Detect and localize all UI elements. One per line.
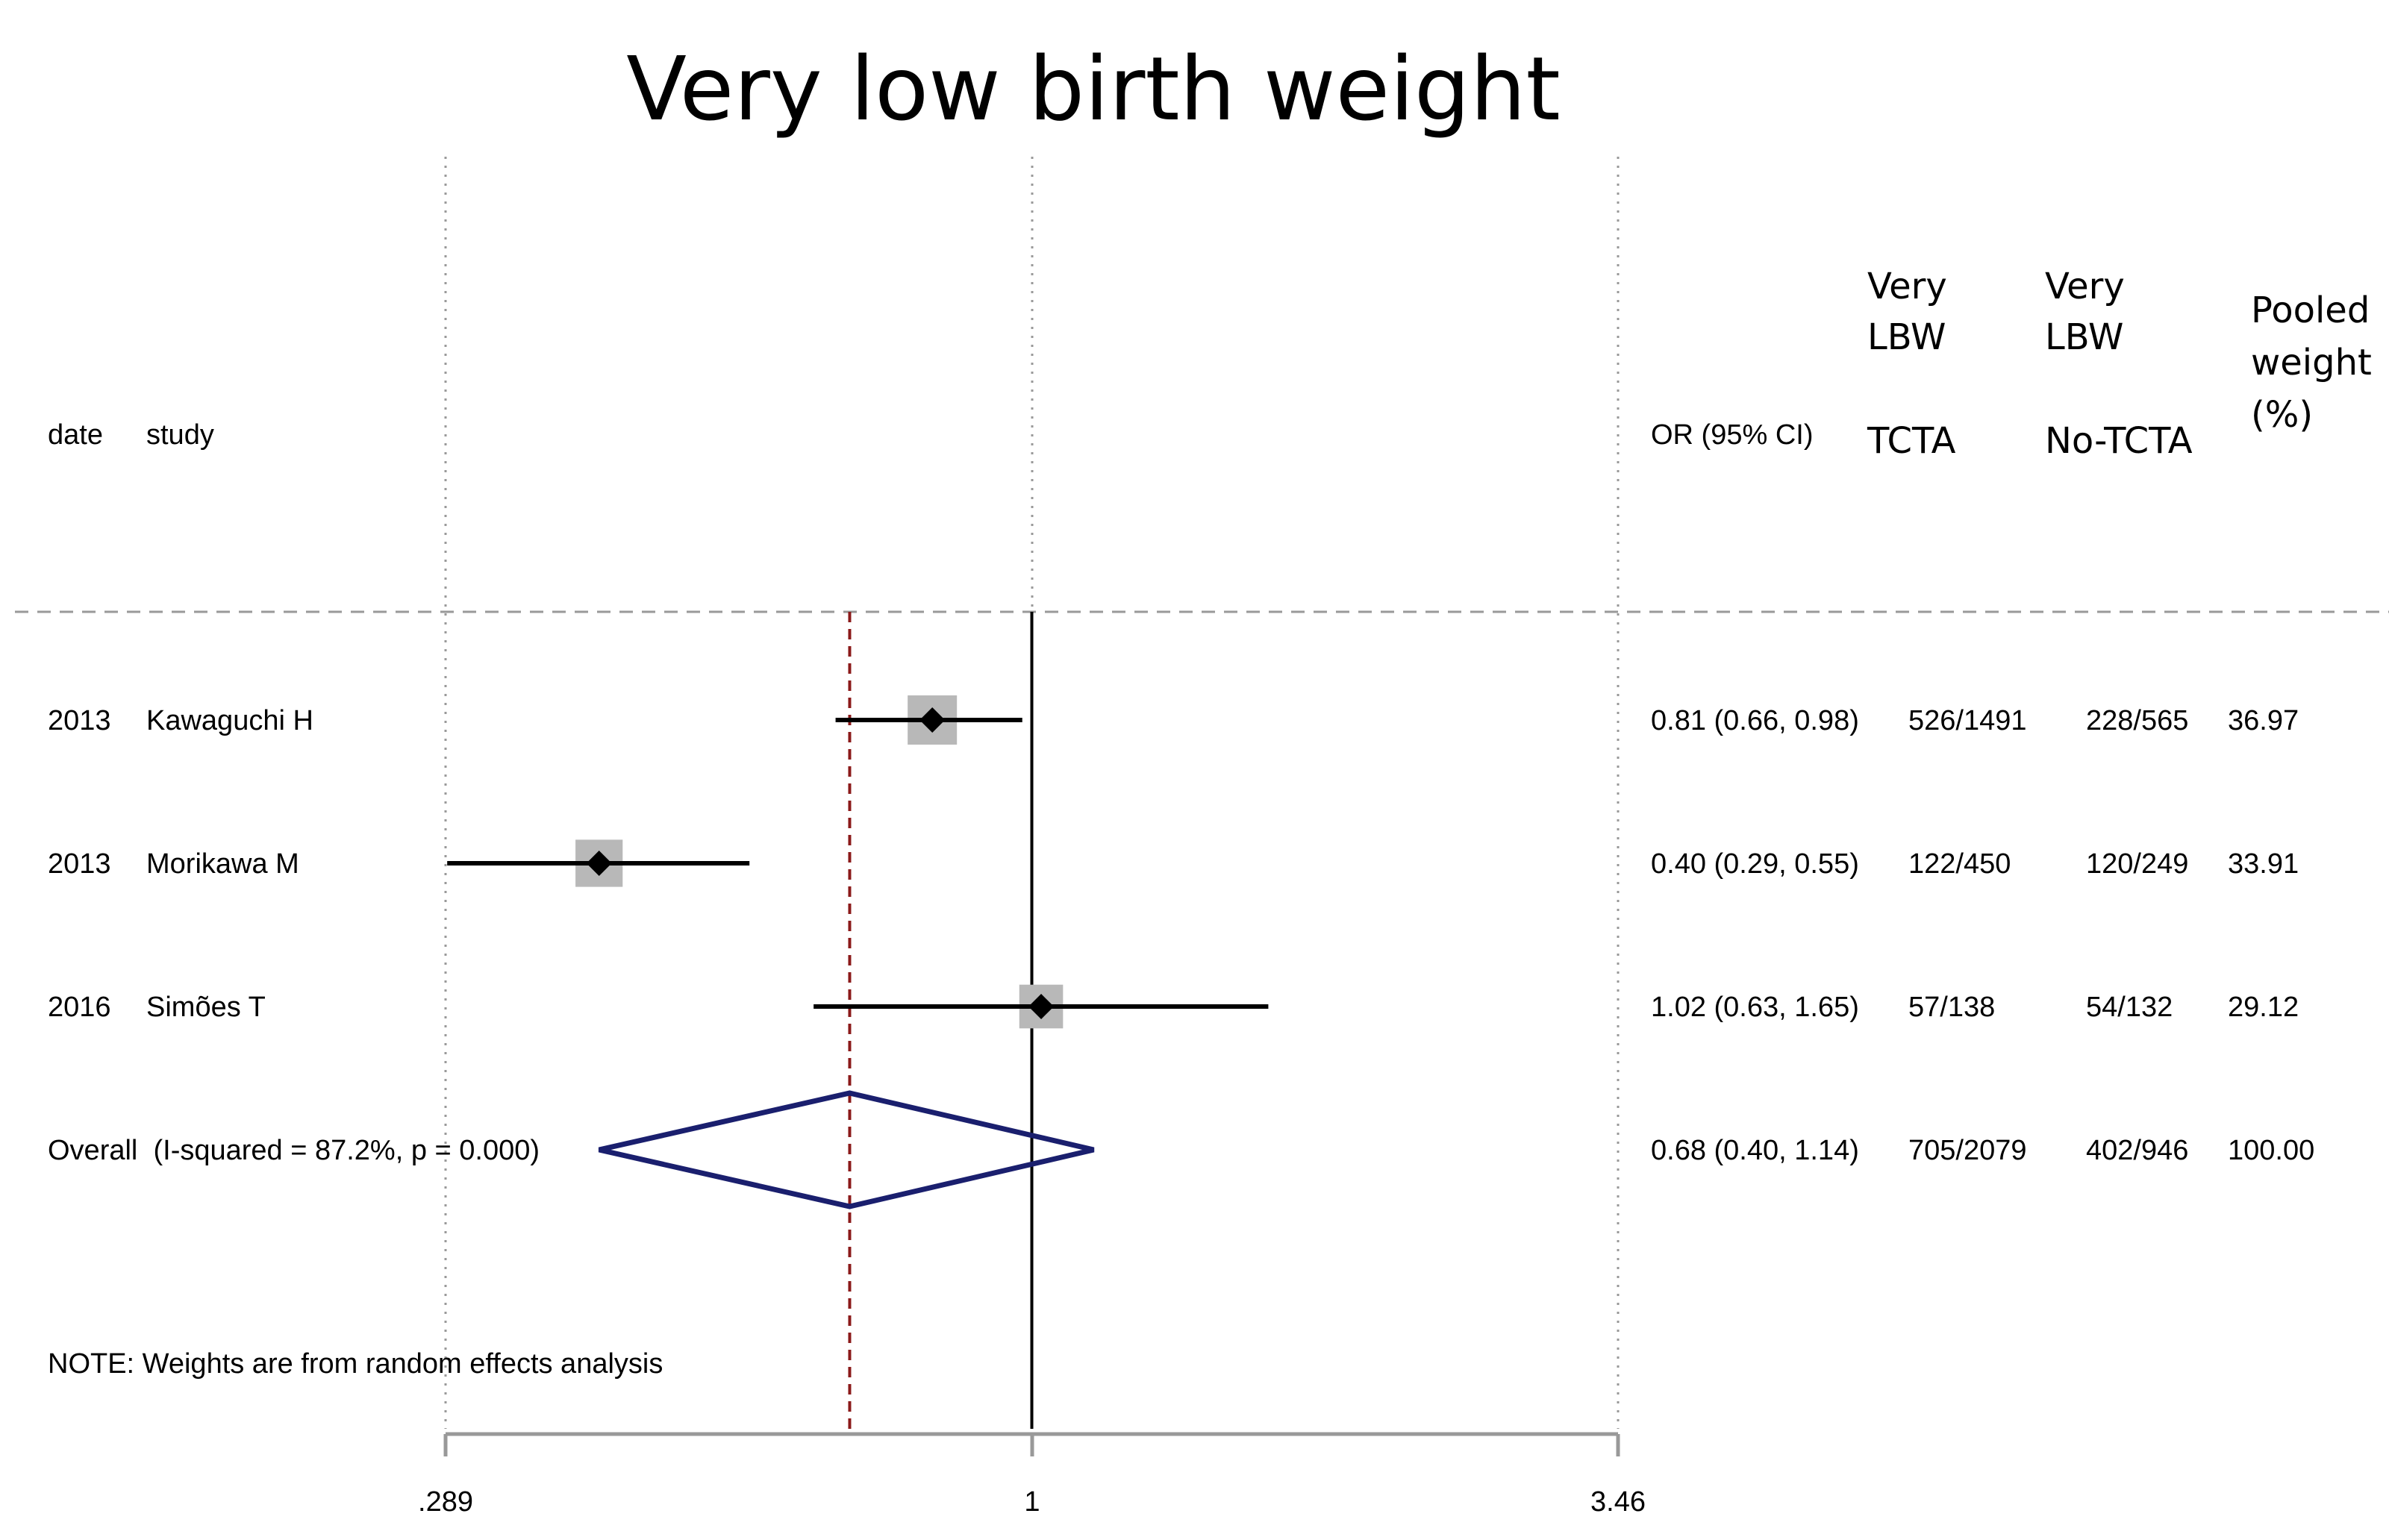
study-weight: 36.97	[2228, 705, 2299, 736]
overall-tcta: 705/2079	[1908, 1135, 2027, 1166]
chart-title: Very low birth weight	[626, 37, 1561, 140]
study-date: 2013	[48, 705, 111, 736]
overall-no-tcta: 402/946	[2086, 1135, 2188, 1166]
x-tick-label: 1	[1024, 1486, 1040, 1518]
x-tick-label: .289	[418, 1486, 473, 1518]
point-estimate-marker	[1028, 994, 1055, 1019]
header-study: study	[146, 419, 214, 451]
overall-diamond	[598, 1090, 1095, 1209]
study-row: 2013 Morikawa M 0.40 (0.29, 0.55) 122/45…	[48, 839, 2299, 887]
header-tcta-line1: Very	[1867, 266, 1947, 307]
header-no-tcta-line1: Very	[2045, 266, 2125, 307]
study-weight: 33.91	[2228, 848, 2299, 880]
study-no-tcta: 120/249	[2086, 848, 2188, 880]
header-weight-line3: (%)	[2251, 394, 2313, 436]
overall-label: Overall (I-squared = 87.2%, p = 0.000)	[48, 1135, 540, 1166]
study-row: 2013 Kawaguchi H 0.81 (0.66, 0.98) 526/1…	[48, 695, 2299, 745]
x-tick-label: 3.46	[1590, 1486, 1646, 1518]
overall-weight: 100.00	[2228, 1135, 2314, 1166]
study-row: 2016 Simões T 1.02 (0.63, 1.65) 57/138 5…	[48, 984, 2299, 1029]
overall-row: Overall (I-squared = 87.2%, p = 0.000) 0…	[48, 1090, 2314, 1209]
study-tcta: 122/450	[1908, 848, 2011, 880]
point-estimate-marker	[919, 707, 946, 733]
point-estimate-marker	[586, 851, 612, 876]
study-no-tcta: 228/565	[2086, 705, 2188, 736]
header-weight-line2: weight	[2251, 342, 2372, 384]
header-or: OR (95% CI)	[1651, 419, 1813, 451]
header-weight-line1: Pooled	[2251, 289, 2370, 331]
study-name: Morikawa M	[146, 848, 299, 880]
study-date: 2016	[48, 992, 111, 1023]
header-tcta-line2: LBW	[1867, 316, 1946, 358]
x-axis: .289 1 3.46	[418, 1432, 1646, 1518]
study-no-tcta: 54/132	[2086, 992, 2173, 1023]
overall-or: 0.68 (0.40, 1.14)	[1651, 1135, 1859, 1166]
study-weight: 29.12	[2228, 992, 2299, 1023]
study-date: 2013	[48, 848, 111, 880]
study-tcta: 57/138	[1908, 992, 1995, 1023]
header-tcta-line3: TCTA	[1867, 420, 1956, 462]
study-or: 0.40 (0.29, 0.55)	[1651, 848, 1859, 880]
study-or: 0.81 (0.66, 0.98)	[1651, 705, 1859, 736]
study-name: Simões T	[146, 992, 266, 1023]
header-no-tcta-line3: No-TCTA	[2045, 420, 2193, 462]
header-date: date	[48, 419, 103, 451]
study-or: 1.02 (0.63, 1.65)	[1651, 992, 1859, 1023]
study-name: Kawaguchi H	[146, 705, 313, 736]
weights-note: NOTE: Weights are from random effects an…	[48, 1348, 663, 1380]
study-tcta: 526/1491	[1908, 705, 2027, 736]
header-no-tcta-line2: LBW	[2045, 316, 2123, 358]
